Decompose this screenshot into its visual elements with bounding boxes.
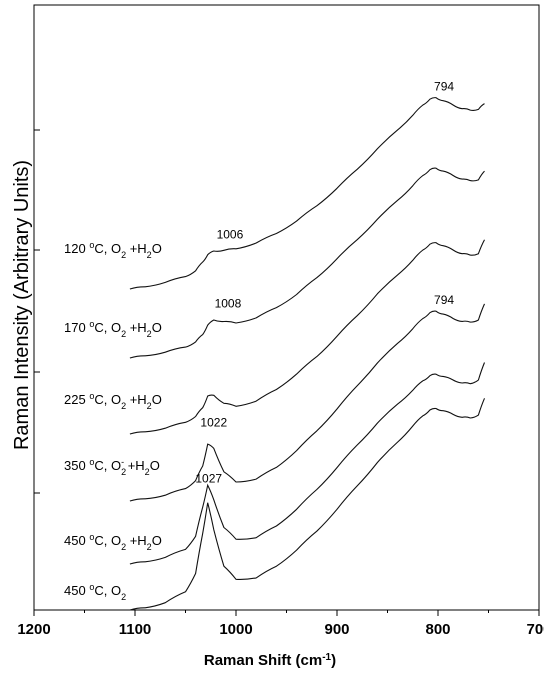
x-tick-label: 1100 (119, 621, 152, 638)
peak-annotations: 794 1006 1008 1022 794 1027 (195, 80, 454, 486)
x-tick-label: 700 (526, 621, 544, 638)
x-tick-label: 800 (425, 621, 450, 638)
series-label-6: 450 oC, O2 (64, 582, 126, 602)
spectrum-2 (129, 167, 485, 359)
peak-label-1: 794 (434, 80, 454, 94)
spectrum-5 (129, 362, 486, 565)
y-axis-title: Raman Intensity (Arbitrary Units) (11, 160, 33, 450)
peak-label-3: 1008 (215, 297, 242, 311)
series-label-2: 170 oC, O2 +H2O (64, 319, 162, 339)
x-axis-ticks: 1200 1100 1000 900 800 700 (17, 610, 544, 638)
plot-frame (33, 4, 540, 611)
peak-label-6: 1027 (195, 472, 222, 486)
peak-label-5: 794 (434, 293, 454, 307)
spectrum-3 (129, 239, 485, 435)
series-label-1: 120 oC, O2 +H2O (64, 240, 162, 260)
series-label-3: 225 oC, O2 +H2O (64, 391, 162, 411)
x-tick-label: 900 (324, 621, 349, 638)
peak-label-2: 1006 (217, 227, 244, 241)
peak-label-4: 1022 (200, 415, 227, 429)
spectrum-6 (129, 398, 486, 611)
series-labels: 120 oC, O2 +H2O 170 oC, O2 +H2O 225 oC, O2… (64, 240, 162, 602)
spectrum-1 (129, 97, 485, 290)
series-label-4: 350 oC, O2- +H2O (64, 457, 160, 477)
series-label-5: 450 oC, O2 +H2O (64, 532, 162, 552)
x-axis-title: Raman Shift (cm-1) (204, 652, 336, 670)
spectra (129, 97, 486, 611)
y-axis-ticks (34, 129, 40, 494)
spectrum-4 (129, 303, 486, 502)
x-tick-label: 1200 (17, 621, 50, 638)
x-tick-label: 1000 (219, 621, 252, 638)
